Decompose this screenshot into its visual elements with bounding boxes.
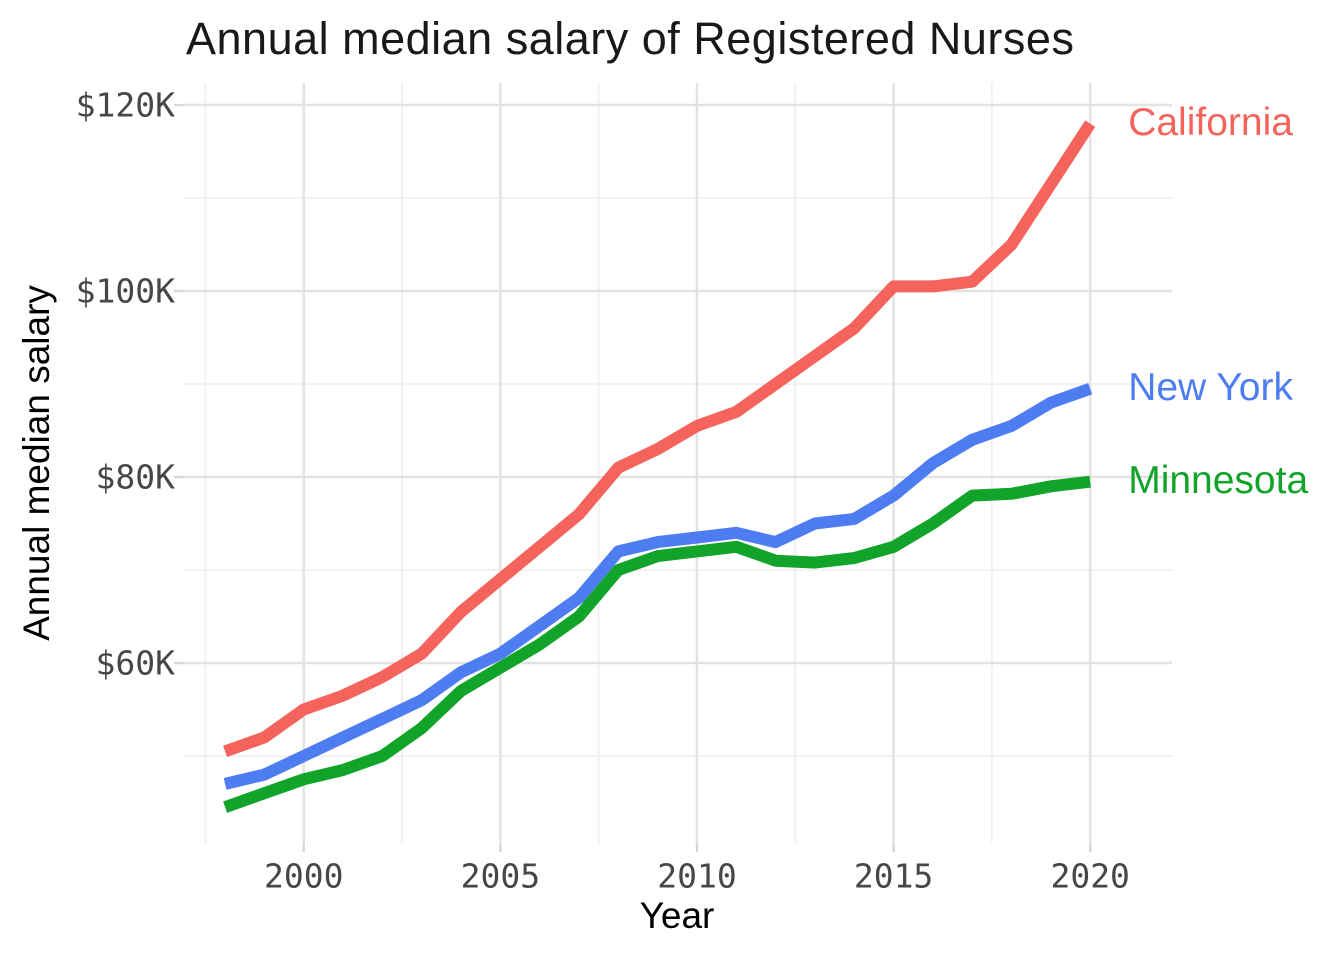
y-tick-label: $120K — [76, 86, 175, 125]
series-line-new-york — [223, 383, 1093, 790]
y-tick-label: $100K — [76, 272, 175, 311]
series-label-new-york: New York — [1128, 365, 1293, 409]
series-line-california — [223, 120, 1096, 758]
series-label-minnesota: Minnesota — [1128, 458, 1309, 502]
x-tick-label: 2020 — [1050, 857, 1129, 896]
y-tick-label: $80K — [96, 458, 176, 497]
x-tick-label: 2010 — [657, 857, 736, 896]
x-tick-label: 2005 — [461, 857, 540, 896]
x-tick-label: 2015 — [854, 857, 933, 896]
x-tick-label: 2000 — [264, 857, 343, 896]
y-tick-label: $60K — [96, 644, 176, 683]
x-axis-title: Year — [639, 895, 715, 936]
chart-title: Annual median salary of Registered Nurse… — [186, 13, 1075, 64]
series-line-minnesota — [223, 475, 1091, 813]
series-label-california: California — [1128, 100, 1293, 144]
